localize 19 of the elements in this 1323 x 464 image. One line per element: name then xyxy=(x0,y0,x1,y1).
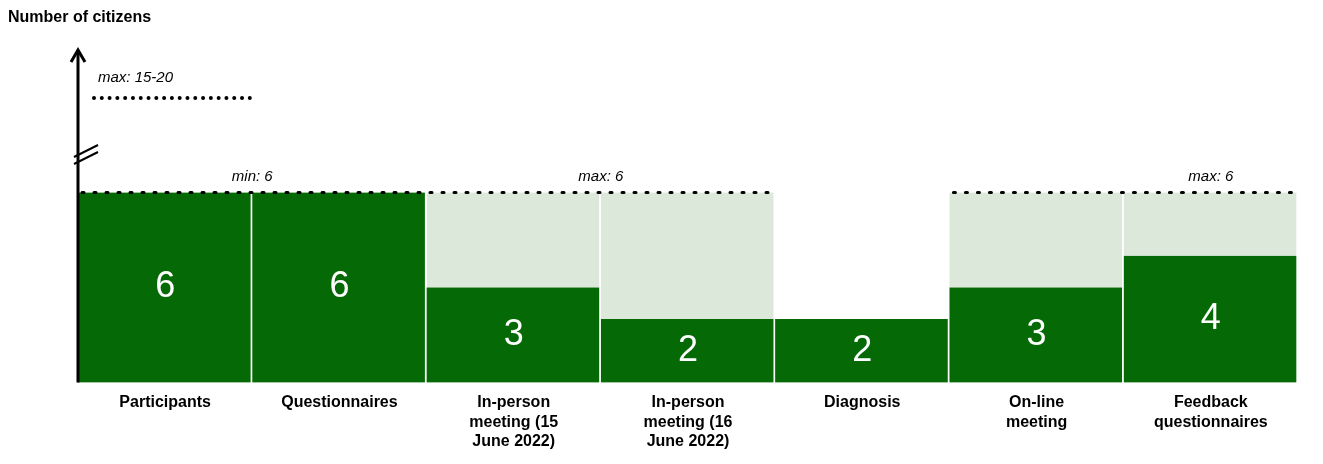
data-label: 2 xyxy=(677,327,699,369)
annotation: max: 6 xyxy=(578,167,625,185)
x-tick-label: In-person meeting (16 June 2022) xyxy=(643,393,733,449)
x-tick-label: Feedback questionnaires xyxy=(1153,393,1268,430)
x-tick-label: On-line meeting xyxy=(1005,393,1068,430)
annotation: max: 6 xyxy=(1188,167,1235,185)
x-tick-label: In-person meeting (15 June 2022) xyxy=(469,393,559,449)
x-tick-label: Questionnaires xyxy=(281,393,398,411)
data-label: 4 xyxy=(1200,296,1221,338)
data-label: 3 xyxy=(503,311,524,353)
x-tick-label: Diagnosis xyxy=(824,393,901,411)
x-tick-label: Participants xyxy=(119,393,212,411)
data-label: 6 xyxy=(155,264,176,306)
annotation: max: 15-20 xyxy=(98,68,174,85)
y-axis-title: Number of citizens xyxy=(8,8,153,27)
ref-line-label: min: 6 xyxy=(231,167,274,185)
data-label: 6 xyxy=(329,264,350,306)
data-label: 3 xyxy=(1026,311,1047,353)
data-label: 2 xyxy=(852,327,873,369)
